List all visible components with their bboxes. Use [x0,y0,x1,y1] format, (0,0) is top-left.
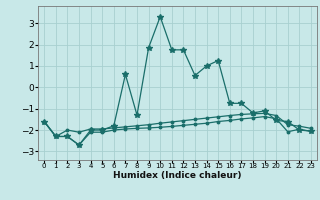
X-axis label: Humidex (Indice chaleur): Humidex (Indice chaleur) [113,171,242,180]
